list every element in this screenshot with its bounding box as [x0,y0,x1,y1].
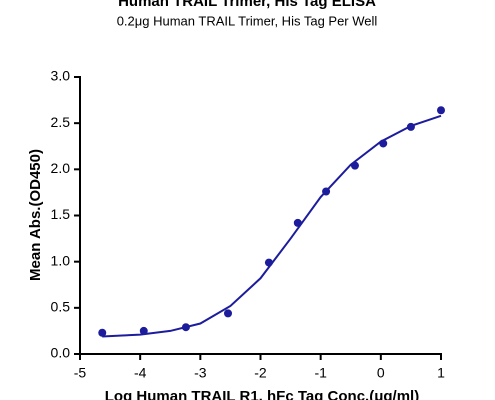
data-point [322,187,331,196]
y-tick-label: 2.0 [51,160,71,176]
y-tick-label: 0.0 [51,345,71,361]
x-tick-label: -3 [194,365,207,381]
y-tick-label: 3.0 [51,68,71,84]
chart-title: Human TRAIL Trimer, His Tag ELISA [118,0,376,10]
data-point [350,161,359,170]
y-tick-label: 0.5 [51,299,71,315]
x-tick-label: 1 [437,365,445,381]
x-tick-label: -4 [134,365,147,381]
y-axis-label: Mean Abs.(OD450) [27,149,44,281]
chart-subtitle: 0.2μg Human TRAIL Trimer, His Tag Per We… [117,13,378,28]
data-point [264,258,273,267]
x-tick-label: -2 [254,365,267,381]
y-tick-label: 1.5 [51,206,71,222]
data-point [181,323,190,332]
y-tick-label: 2.5 [51,114,71,130]
data-point [406,122,415,131]
data-point [379,139,388,148]
x-tick-label: -5 [74,365,87,381]
data-point [139,326,148,335]
data-point [224,309,233,318]
y-tick-label: 1.0 [51,252,71,268]
fit-curve [102,114,442,338]
x-axis-label: Log Human TRAIL R1, hFc Tag Conc.(μg/ml) [105,388,419,400]
data-point [437,106,445,115]
x-tick-label: 0 [377,365,385,381]
data-point [293,218,302,227]
x-tick-label: -1 [314,365,327,381]
data-point [98,328,107,337]
